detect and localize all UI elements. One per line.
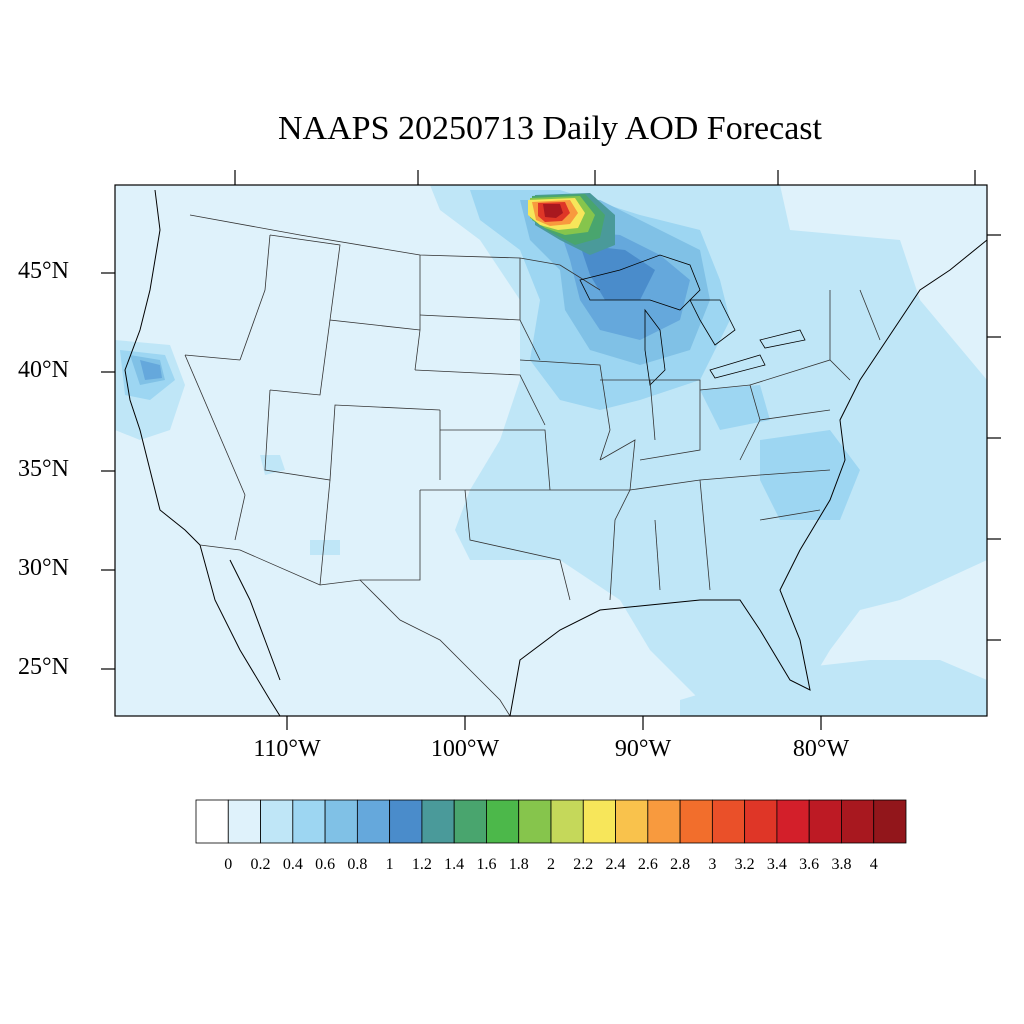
colorbar-label: 3.8	[831, 856, 852, 873]
tick-marks	[101, 170, 1001, 730]
colorbar-swatch	[711, 799, 746, 844]
lat-label-40: 40°N	[18, 357, 69, 383]
colorbar-swatch	[841, 799, 875, 844]
colorbar-swatch	[615, 799, 649, 844]
colorbar	[195, 799, 907, 844]
colorbar-label: 1.6	[476, 856, 497, 873]
lat-label-30: 30°N	[18, 555, 69, 581]
colorbar-swatch	[421, 799, 455, 844]
lat-label-25: 25°N	[18, 654, 69, 680]
colorbar-label: 4	[869, 856, 878, 873]
lon-label-110w: 110°W	[253, 736, 321, 762]
colorbar-swatch	[227, 799, 261, 844]
lon-label-100w: 100°W	[430, 736, 500, 762]
colorbar-label: 1.8	[508, 856, 529, 873]
colorbar-label: 0.8	[347, 856, 368, 873]
lon-label-90w: 90°W	[614, 736, 672, 762]
colorbar-label: 3	[708, 856, 717, 873]
colorbar-swatch	[582, 799, 616, 844]
colorbar-swatch	[679, 799, 713, 844]
colorbar-label: 2.8	[670, 856, 691, 873]
colorbar-label: 2.4	[605, 856, 626, 873]
colorbar-swatch	[195, 799, 229, 844]
colorbar-swatch	[808, 799, 842, 844]
colorbar-label: 1.2	[411, 856, 432, 873]
lon-label-80w: 80°W	[792, 736, 850, 762]
colorbar-swatch	[324, 799, 358, 844]
colorbar-swatch	[260, 799, 294, 844]
colorbar-label: 3.4	[766, 856, 787, 873]
colorbar-label: 0.4	[282, 856, 303, 873]
colorbar-swatch	[873, 799, 907, 844]
lat-label-35: 35°N	[18, 456, 69, 482]
colorbar-label: 3.2	[734, 856, 755, 873]
colorbar-label: 1	[385, 856, 394, 873]
colorbar-label: 3.6	[799, 856, 820, 873]
colorbar-swatch	[356, 799, 391, 844]
colorbar-swatch	[744, 799, 778, 844]
map-title: NAAPS 20250713 Daily AOD Forecast	[278, 110, 822, 147]
boundaries	[124, 189, 987, 716]
colorbar-swatch	[389, 799, 423, 844]
smoke-plume	[528, 193, 615, 255]
aod-level-1.0	[580, 245, 655, 300]
colorbar-swatch	[518, 799, 552, 844]
colorbar-swatch	[550, 799, 584, 844]
colorbar-label: 2.2	[573, 856, 594, 873]
colorbar-label: 2.6	[637, 856, 658, 873]
colorbar-label: 0.2	[250, 856, 271, 873]
colorbar-swatch	[486, 799, 520, 844]
map-frame	[114, 184, 988, 717]
colorbar-label: 0	[224, 856, 233, 873]
lat-label-45: 45°N	[18, 258, 69, 284]
colorbar-label: 0.6	[315, 856, 336, 873]
colorbar-label: 2	[547, 856, 555, 873]
colorbar-swatch	[453, 799, 487, 844]
colorbar-swatch	[776, 799, 810, 844]
colorbar-swatch	[647, 799, 681, 844]
colorbar-label: 1.4	[444, 856, 465, 873]
colorbar-swatch	[292, 799, 326, 844]
